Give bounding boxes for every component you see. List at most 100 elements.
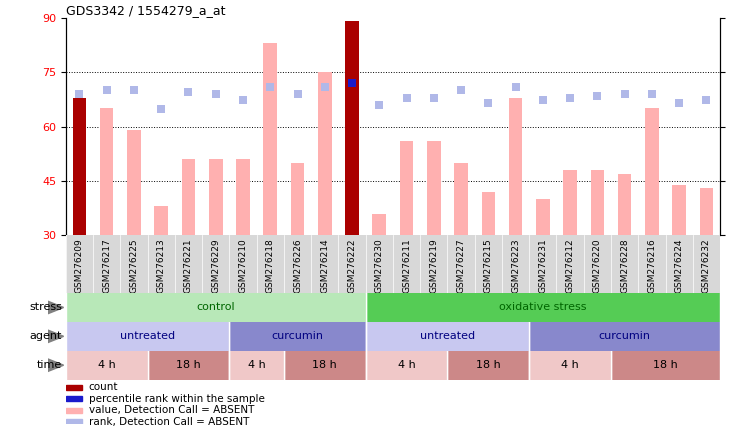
Bar bbox=[673, 185, 686, 235]
Text: GSM276226: GSM276226 bbox=[293, 238, 302, 293]
Text: GSM276212: GSM276212 bbox=[566, 238, 575, 293]
Text: control: control bbox=[197, 302, 235, 313]
Bar bbox=[564, 170, 577, 235]
Text: GSM276221: GSM276221 bbox=[184, 238, 193, 293]
Text: GSM276211: GSM276211 bbox=[402, 238, 411, 293]
Point bbox=[183, 88, 194, 95]
Text: rank, Detection Call = ABSENT: rank, Detection Call = ABSENT bbox=[88, 417, 249, 427]
Text: GSM276225: GSM276225 bbox=[129, 238, 138, 293]
Bar bbox=[427, 141, 441, 235]
Text: count: count bbox=[88, 382, 118, 392]
Text: untreated: untreated bbox=[420, 331, 475, 341]
Bar bbox=[291, 163, 304, 235]
Point bbox=[455, 86, 467, 93]
Bar bbox=[127, 130, 141, 235]
Bar bbox=[66, 351, 148, 380]
Bar bbox=[454, 163, 468, 235]
Point bbox=[156, 106, 167, 113]
Point bbox=[646, 91, 658, 98]
Bar bbox=[373, 214, 386, 235]
Bar bbox=[230, 322, 366, 351]
Point bbox=[74, 91, 86, 98]
Text: 4 h: 4 h bbox=[98, 360, 115, 370]
Bar bbox=[100, 108, 113, 235]
Text: GSM276213: GSM276213 bbox=[156, 238, 166, 293]
Text: GSM276232: GSM276232 bbox=[702, 238, 711, 293]
Text: 18 h: 18 h bbox=[476, 360, 501, 370]
Text: value, Detection Call = ABSENT: value, Detection Call = ABSENT bbox=[88, 405, 254, 415]
Point bbox=[537, 97, 549, 104]
Bar bbox=[66, 396, 82, 401]
Text: 4 h: 4 h bbox=[561, 360, 579, 370]
Text: GSM276210: GSM276210 bbox=[238, 238, 248, 293]
Text: agent: agent bbox=[30, 331, 62, 341]
Text: 18 h: 18 h bbox=[653, 360, 678, 370]
Point bbox=[374, 101, 385, 108]
Point bbox=[428, 95, 439, 102]
Text: GSM276229: GSM276229 bbox=[211, 238, 220, 293]
Bar bbox=[66, 419, 82, 424]
Bar bbox=[482, 192, 495, 235]
Bar bbox=[700, 188, 713, 235]
Text: GSM276220: GSM276220 bbox=[593, 238, 602, 293]
Bar bbox=[345, 21, 359, 235]
Bar bbox=[66, 322, 230, 351]
Bar bbox=[366, 322, 529, 351]
Text: untreated: untreated bbox=[120, 331, 175, 341]
Point bbox=[700, 97, 712, 104]
Text: GSM276223: GSM276223 bbox=[511, 238, 520, 293]
Bar bbox=[529, 322, 720, 351]
Text: 18 h: 18 h bbox=[312, 360, 337, 370]
Text: GSM276218: GSM276218 bbox=[266, 238, 275, 293]
Bar bbox=[230, 351, 284, 380]
Point bbox=[319, 84, 330, 91]
Point bbox=[673, 99, 685, 106]
Bar bbox=[66, 385, 82, 390]
Point bbox=[346, 79, 358, 87]
Bar bbox=[400, 141, 413, 235]
Point bbox=[265, 84, 276, 91]
Text: GSM276227: GSM276227 bbox=[457, 238, 466, 293]
Text: GSM276224: GSM276224 bbox=[675, 238, 683, 293]
Text: oxidative stress: oxidative stress bbox=[499, 302, 586, 313]
Polygon shape bbox=[48, 330, 64, 343]
Bar bbox=[509, 98, 523, 235]
Bar bbox=[284, 351, 366, 380]
Text: GDS3342 / 1554279_a_at: GDS3342 / 1554279_a_at bbox=[66, 4, 225, 16]
Bar bbox=[447, 351, 529, 380]
Text: percentile rank within the sample: percentile rank within the sample bbox=[88, 394, 265, 404]
Point bbox=[564, 95, 576, 102]
Point bbox=[101, 86, 113, 93]
Polygon shape bbox=[48, 301, 64, 314]
Point bbox=[128, 86, 140, 93]
Point bbox=[237, 97, 249, 104]
Text: 4 h: 4 h bbox=[248, 360, 265, 370]
Point bbox=[482, 99, 494, 106]
Text: GSM276216: GSM276216 bbox=[648, 238, 656, 293]
Text: GSM276230: GSM276230 bbox=[375, 238, 384, 293]
Bar bbox=[611, 351, 720, 380]
Text: stress: stress bbox=[29, 302, 62, 313]
Text: time: time bbox=[37, 360, 62, 370]
Bar bbox=[366, 351, 447, 380]
Bar bbox=[366, 293, 720, 322]
Point bbox=[510, 84, 521, 91]
Bar bbox=[618, 174, 632, 235]
Bar bbox=[72, 98, 86, 235]
Bar bbox=[645, 108, 659, 235]
Text: GSM276231: GSM276231 bbox=[538, 238, 548, 293]
Text: GSM276222: GSM276222 bbox=[347, 238, 357, 293]
Text: GSM276217: GSM276217 bbox=[102, 238, 111, 293]
Polygon shape bbox=[48, 359, 64, 372]
Bar bbox=[154, 206, 168, 235]
Text: 18 h: 18 h bbox=[176, 360, 201, 370]
Text: GSM276215: GSM276215 bbox=[484, 238, 493, 293]
Bar bbox=[236, 159, 250, 235]
Bar bbox=[318, 72, 332, 235]
Text: GSM276219: GSM276219 bbox=[429, 238, 439, 293]
Text: curcumin: curcumin bbox=[271, 331, 324, 341]
Bar bbox=[66, 293, 366, 322]
Point bbox=[292, 91, 303, 98]
Point bbox=[210, 91, 221, 98]
Bar bbox=[66, 408, 82, 413]
